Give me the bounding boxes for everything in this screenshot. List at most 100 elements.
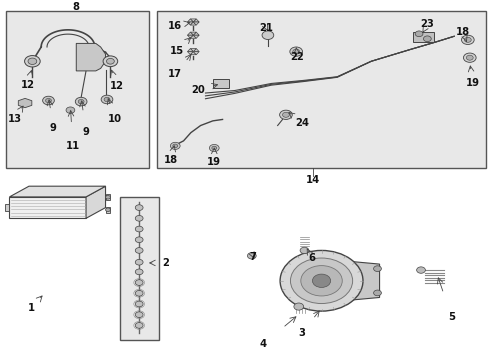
Polygon shape [9, 197, 86, 218]
Circle shape [282, 112, 289, 117]
Circle shape [78, 99, 84, 104]
Circle shape [279, 110, 292, 120]
Circle shape [104, 97, 110, 102]
Polygon shape [193, 32, 199, 35]
Circle shape [135, 205, 143, 211]
Circle shape [209, 144, 219, 152]
Circle shape [423, 36, 430, 42]
Circle shape [28, 58, 37, 64]
Polygon shape [187, 32, 193, 35]
Circle shape [211, 146, 216, 150]
Circle shape [45, 98, 51, 103]
Text: 21: 21 [259, 23, 273, 33]
Text: 12: 12 [109, 81, 123, 91]
Circle shape [135, 280, 143, 285]
Text: 19: 19 [465, 78, 479, 88]
Circle shape [103, 56, 118, 67]
Circle shape [466, 55, 472, 60]
Circle shape [105, 195, 110, 199]
Text: 22: 22 [290, 51, 304, 62]
Circle shape [290, 258, 352, 303]
Polygon shape [86, 186, 105, 218]
Circle shape [300, 247, 308, 254]
Polygon shape [190, 32, 196, 35]
Circle shape [135, 248, 143, 253]
Circle shape [293, 303, 303, 310]
Circle shape [464, 37, 470, 42]
Polygon shape [412, 32, 433, 42]
Circle shape [463, 53, 475, 62]
Circle shape [135, 259, 143, 265]
Circle shape [135, 215, 143, 221]
Text: 7: 7 [249, 252, 256, 261]
Text: 1: 1 [28, 302, 35, 312]
Circle shape [312, 274, 330, 287]
Text: 9: 9 [82, 127, 89, 136]
FancyBboxPatch shape [5, 11, 149, 168]
Circle shape [373, 290, 381, 296]
Circle shape [300, 266, 342, 296]
Text: 10: 10 [108, 114, 122, 125]
Polygon shape [187, 51, 193, 55]
Text: 5: 5 [447, 312, 454, 322]
Text: 13: 13 [7, 114, 21, 125]
Circle shape [373, 266, 381, 271]
Polygon shape [190, 35, 196, 38]
Polygon shape [190, 19, 196, 22]
Circle shape [170, 142, 180, 149]
Circle shape [292, 49, 299, 54]
Circle shape [135, 291, 143, 296]
Text: 12: 12 [20, 80, 35, 90]
Circle shape [135, 226, 143, 232]
Text: 8: 8 [73, 2, 80, 12]
Circle shape [247, 253, 256, 259]
Circle shape [135, 237, 143, 243]
Text: 23: 23 [420, 19, 433, 30]
Text: 16: 16 [168, 21, 182, 31]
FancyBboxPatch shape [120, 197, 159, 340]
Text: 2: 2 [162, 258, 168, 268]
Polygon shape [193, 51, 199, 55]
Circle shape [172, 144, 177, 148]
Polygon shape [346, 261, 379, 301]
Text: 17: 17 [168, 69, 182, 80]
Polygon shape [18, 98, 32, 108]
Polygon shape [187, 35, 193, 38]
Polygon shape [190, 49, 196, 51]
Polygon shape [193, 49, 199, 51]
Circle shape [414, 31, 422, 37]
Text: 19: 19 [207, 157, 221, 167]
Circle shape [416, 267, 425, 273]
Circle shape [101, 95, 113, 104]
Circle shape [106, 58, 114, 64]
Text: 4: 4 [259, 339, 266, 349]
Polygon shape [187, 19, 193, 22]
Polygon shape [193, 35, 199, 38]
Circle shape [135, 323, 143, 328]
Polygon shape [187, 49, 193, 51]
Text: 6: 6 [307, 253, 315, 262]
Circle shape [289, 47, 302, 56]
Text: 9: 9 [50, 123, 57, 133]
Polygon shape [212, 79, 228, 88]
Polygon shape [105, 194, 110, 201]
Text: 18: 18 [455, 27, 469, 37]
Circle shape [66, 107, 75, 113]
Circle shape [135, 269, 143, 275]
Circle shape [461, 35, 473, 45]
Text: 3: 3 [298, 328, 305, 338]
Text: 24: 24 [294, 118, 308, 128]
Polygon shape [105, 207, 110, 213]
Text: 14: 14 [305, 175, 319, 185]
Polygon shape [193, 22, 199, 25]
Circle shape [262, 31, 273, 40]
FancyBboxPatch shape [157, 11, 485, 168]
Circle shape [280, 251, 362, 311]
Polygon shape [76, 44, 105, 71]
Text: 11: 11 [65, 141, 80, 151]
Circle shape [105, 208, 110, 212]
Polygon shape [187, 22, 193, 25]
Polygon shape [9, 186, 105, 197]
Polygon shape [190, 22, 196, 25]
Circle shape [24, 55, 40, 67]
